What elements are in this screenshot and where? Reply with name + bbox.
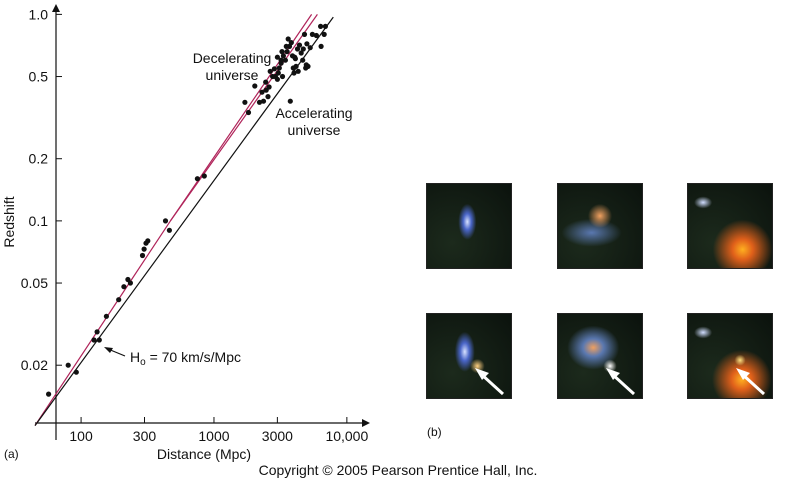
data-point bbox=[318, 23, 324, 29]
data-point bbox=[298, 50, 304, 56]
data-point bbox=[145, 238, 151, 244]
x-axis-arrow bbox=[362, 419, 370, 427]
y-axis-arrow bbox=[52, 4, 60, 12]
data-point bbox=[252, 83, 258, 89]
data-point bbox=[288, 40, 294, 46]
fit-line bbox=[169, 14, 318, 222]
panel-label-b: (b) bbox=[427, 425, 442, 439]
data-point bbox=[260, 98, 267, 104]
x-axis-label: Distance (Mpc) bbox=[157, 446, 251, 462]
data-point bbox=[279, 73, 286, 80]
y-tick-label: 0.02 bbox=[21, 357, 48, 373]
copyright: Copyright © 2005 Pearson Prentice Hall, … bbox=[258, 462, 538, 478]
galaxy-after-2-image bbox=[557, 313, 643, 399]
data-point bbox=[276, 65, 282, 71]
data-point bbox=[94, 329, 100, 335]
data-point bbox=[166, 227, 172, 233]
y-tick-label: 0.05 bbox=[21, 275, 48, 291]
data-point bbox=[307, 45, 313, 51]
y-tick-label: 1.0 bbox=[29, 6, 49, 22]
x-tick-label: 3000 bbox=[262, 428, 293, 444]
data-point bbox=[278, 57, 284, 63]
x-tick-label: 300 bbox=[133, 428, 157, 444]
data-point bbox=[242, 99, 248, 105]
arrow-icon bbox=[736, 368, 766, 396]
panel-label-a: (a) bbox=[4, 447, 19, 461]
data-point bbox=[291, 70, 297, 76]
data-point bbox=[294, 46, 301, 52]
data-point bbox=[271, 66, 277, 72]
data-point bbox=[274, 76, 280, 82]
data-point bbox=[116, 297, 122, 303]
decelerating-label: Decelerating universe bbox=[193, 50, 272, 83]
data-point bbox=[91, 337, 97, 343]
data-point bbox=[141, 246, 147, 252]
data-point bbox=[201, 173, 207, 179]
data-point bbox=[322, 23, 328, 29]
data-point bbox=[304, 41, 310, 47]
data-point bbox=[285, 36, 291, 42]
galaxy-before-2-image bbox=[557, 183, 643, 269]
data-point bbox=[139, 252, 146, 259]
x-tick-label: 100 bbox=[69, 428, 93, 444]
hubble-arrowhead bbox=[104, 347, 113, 353]
data-point bbox=[256, 99, 263, 105]
data-point bbox=[321, 31, 327, 37]
galaxy-after-1-image bbox=[426, 313, 512, 399]
data-point bbox=[283, 43, 289, 50]
data-point bbox=[274, 54, 280, 60]
data-point bbox=[296, 42, 303, 48]
data-point bbox=[279, 49, 285, 55]
x-tick-label: 10,000 bbox=[325, 428, 368, 444]
data-point bbox=[301, 31, 308, 37]
x-tick-label: 1000 bbox=[198, 428, 229, 444]
data-point bbox=[300, 46, 306, 52]
data-point bbox=[275, 70, 281, 76]
data-point bbox=[282, 57, 288, 63]
accelerating-label: Accelerating universe bbox=[275, 105, 352, 138]
galaxy-before-1-image bbox=[426, 183, 512, 269]
y-tick-label: 0.2 bbox=[29, 151, 49, 167]
data-point bbox=[303, 65, 309, 71]
fit-line bbox=[34, 16, 334, 426]
data-point bbox=[162, 218, 169, 224]
data-point bbox=[127, 280, 133, 286]
data-point bbox=[266, 84, 272, 90]
data-point bbox=[267, 68, 273, 74]
y-tick-label: 0.1 bbox=[29, 213, 49, 229]
data-point bbox=[263, 79, 269, 85]
data-point bbox=[194, 176, 200, 182]
hubble-constant-label: Ho = 70 km/s/Mpc bbox=[130, 349, 241, 368]
data-point bbox=[293, 63, 299, 69]
data-point bbox=[265, 94, 271, 100]
data-point bbox=[292, 56, 298, 62]
y-tick-label: 0.5 bbox=[29, 69, 49, 85]
data-point bbox=[103, 313, 109, 319]
data-point bbox=[300, 57, 306, 63]
arrow-icon bbox=[606, 368, 636, 396]
data-point bbox=[313, 32, 319, 39]
data-point bbox=[46, 391, 52, 397]
data-point bbox=[65, 362, 71, 368]
data-point bbox=[96, 337, 102, 343]
data-point bbox=[73, 369, 79, 375]
galaxy-before-3-image bbox=[687, 183, 773, 269]
data-point bbox=[280, 53, 286, 59]
data-point bbox=[287, 98, 293, 104]
data-point bbox=[121, 284, 127, 290]
data-point bbox=[309, 31, 315, 37]
data-point bbox=[259, 89, 265, 95]
data-point bbox=[284, 49, 290, 55]
data-point bbox=[318, 43, 324, 50]
galaxy-after-3-image bbox=[687, 313, 773, 399]
y-axis-label: Redshift bbox=[1, 196, 17, 247]
data-point bbox=[245, 109, 252, 116]
arrow-icon bbox=[475, 368, 505, 396]
data-point bbox=[295, 68, 301, 74]
